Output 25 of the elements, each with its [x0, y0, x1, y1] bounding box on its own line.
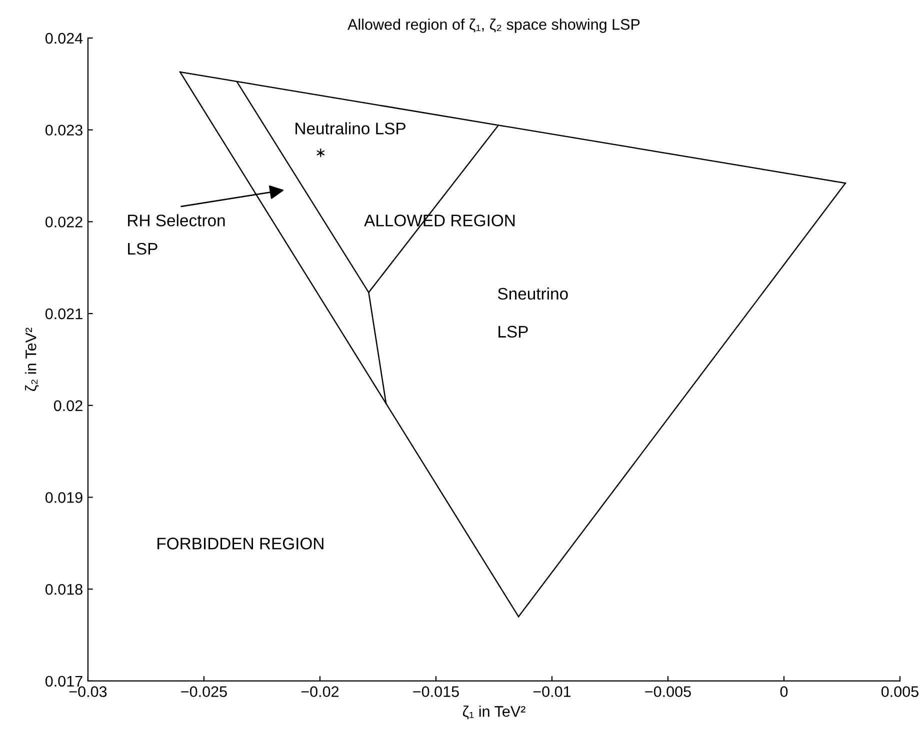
x-tick-label: 0.005 [881, 686, 918, 698]
x-axis-title: ζ₁ in TeV² [462, 706, 526, 720]
y-tick-label: 0.024 [45, 32, 83, 44]
y-tick-label: 0.023 [45, 124, 82, 136]
annotation: RH Selectron [128, 214, 225, 226]
x-tick-label: 0 [780, 686, 788, 698]
y-tick-label: 0.021 [45, 308, 82, 320]
annotation: LSP [128, 242, 158, 255]
x-tick-label: −0.015 [413, 686, 459, 698]
y-tick-label: 0.019 [45, 492, 82, 503]
annotation: Sneutrino [498, 287, 568, 300]
x-tick-label: −0.005 [645, 686, 691, 698]
annotation: FORBIDDEN REGION [158, 538, 324, 550]
chart-title: Allowed region of ζ₁, ζ₂ space showing LSP [348, 18, 640, 33]
y-tick-label: 0.022 [45, 216, 82, 228]
annotation: LSP [498, 326, 528, 338]
y-tick-label: 0.017 [45, 676, 82, 687]
x-tick-label: −0.02 [301, 686, 339, 698]
y-tick-label: 0.018 [45, 584, 82, 595]
x-tick-label: −0.01 [533, 686, 571, 698]
annotation: Neutralino LSP [296, 122, 406, 134]
x-tick-label: −0.025 [181, 686, 227, 698]
x-tick-label: −0.03 [69, 686, 107, 698]
y-axis-title: ζ₂ in TeV² [25, 328, 39, 391]
y-tick-label: 0.02 [54, 400, 82, 412]
